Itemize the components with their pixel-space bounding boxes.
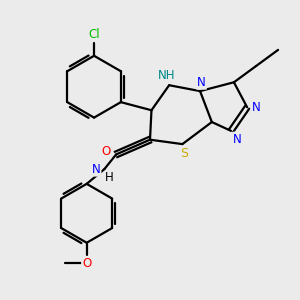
Text: Cl: Cl bbox=[88, 28, 100, 41]
Text: N: N bbox=[197, 76, 206, 89]
Text: NH: NH bbox=[158, 69, 175, 82]
Text: N: N bbox=[92, 163, 100, 176]
Text: O: O bbox=[82, 257, 91, 270]
Text: O: O bbox=[101, 145, 110, 158]
Text: N: N bbox=[252, 101, 260, 114]
Text: S: S bbox=[180, 147, 188, 160]
Text: H: H bbox=[105, 172, 114, 184]
Text: N: N bbox=[233, 133, 242, 146]
